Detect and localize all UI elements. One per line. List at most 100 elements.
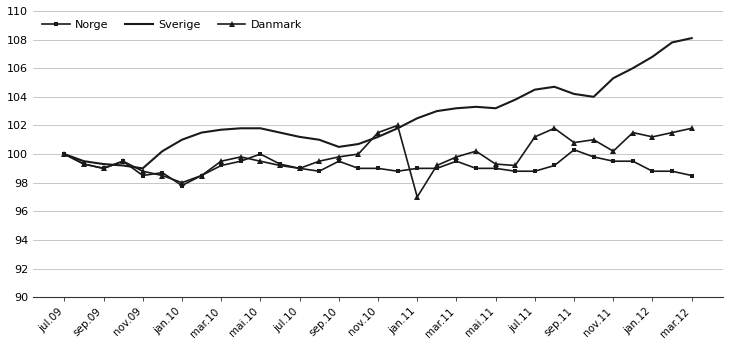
Sverige — [139, 166, 147, 171]
Danmark — [295, 166, 304, 171]
Danmark — [217, 159, 226, 163]
Danmark — [491, 162, 500, 166]
Sverige — [295, 135, 304, 139]
Norge — [374, 166, 383, 171]
Sverige — [472, 105, 480, 109]
Danmark — [374, 130, 383, 135]
Norge — [158, 171, 166, 175]
Danmark — [569, 140, 578, 145]
Norge — [295, 166, 304, 171]
Danmark — [531, 135, 539, 139]
Norge — [648, 169, 657, 173]
Danmark — [393, 124, 402, 128]
Danmark — [99, 166, 108, 171]
Sverige — [374, 135, 383, 139]
Sverige — [334, 145, 343, 149]
Danmark — [334, 155, 343, 159]
Sverige — [60, 152, 69, 156]
Danmark — [197, 173, 206, 177]
Norge — [315, 169, 323, 173]
Norge — [60, 152, 69, 156]
Norge — [99, 166, 108, 171]
Danmark — [276, 163, 285, 167]
Danmark — [688, 126, 696, 130]
Danmark — [315, 159, 323, 163]
Sverige — [511, 98, 520, 102]
Danmark — [648, 135, 657, 139]
Danmark — [158, 173, 166, 177]
Danmark — [629, 130, 637, 135]
Sverige — [452, 106, 461, 110]
Norge — [629, 159, 637, 163]
Sverige — [531, 88, 539, 92]
Norge — [139, 173, 147, 177]
Danmark — [413, 195, 422, 199]
Sverige — [315, 138, 323, 142]
Sverige — [119, 163, 128, 167]
Norge — [413, 166, 422, 171]
Sverige — [648, 55, 657, 59]
Norge — [393, 169, 402, 173]
Sverige — [491, 106, 500, 110]
Sverige — [432, 109, 441, 113]
Line: Danmark: Danmark — [61, 122, 694, 200]
Norge — [80, 162, 88, 166]
Danmark — [237, 155, 245, 159]
Norge — [569, 148, 578, 152]
Norge — [688, 173, 696, 177]
Norge — [119, 159, 128, 163]
Danmark — [256, 159, 265, 163]
Norge — [550, 163, 559, 167]
Norge — [452, 159, 461, 163]
Norge — [472, 166, 480, 171]
Danmark — [472, 149, 480, 153]
Norge — [197, 173, 206, 177]
Sverige — [99, 162, 108, 166]
Norge — [668, 169, 677, 173]
Norge — [491, 166, 500, 171]
Norge — [177, 183, 186, 188]
Danmark — [432, 163, 441, 167]
Danmark — [177, 181, 186, 185]
Line: Norge: Norge — [62, 147, 694, 188]
Line: Sverige: Sverige — [64, 38, 692, 169]
Norge — [354, 166, 363, 171]
Norge — [511, 169, 520, 173]
Norge — [334, 159, 343, 163]
Danmark — [354, 152, 363, 156]
Sverige — [237, 126, 245, 130]
Sverige — [177, 138, 186, 142]
Sverige — [276, 130, 285, 135]
Sverige — [354, 142, 363, 146]
Danmark — [609, 149, 618, 153]
Sverige — [80, 159, 88, 163]
Danmark — [511, 163, 520, 167]
Sverige — [550, 85, 559, 89]
Sverige — [393, 126, 402, 130]
Sverige — [629, 66, 637, 70]
Danmark — [80, 162, 88, 166]
Sverige — [158, 149, 166, 153]
Norge — [609, 159, 618, 163]
Sverige — [688, 36, 696, 40]
Danmark — [60, 152, 69, 156]
Sverige — [256, 126, 265, 130]
Norge — [432, 166, 441, 171]
Norge — [256, 152, 265, 156]
Sverige — [668, 40, 677, 45]
Danmark — [139, 169, 147, 173]
Sverige — [217, 128, 226, 132]
Danmark — [589, 138, 598, 142]
Legend: Norge, Sverige, Danmark: Norge, Sverige, Danmark — [39, 17, 306, 33]
Danmark — [550, 126, 559, 130]
Sverige — [413, 116, 422, 120]
Sverige — [569, 92, 578, 96]
Norge — [217, 163, 226, 167]
Norge — [531, 169, 539, 173]
Norge — [276, 162, 285, 166]
Norge — [589, 155, 598, 159]
Danmark — [668, 130, 677, 135]
Sverige — [197, 130, 206, 135]
Sverige — [589, 95, 598, 99]
Danmark — [452, 155, 461, 159]
